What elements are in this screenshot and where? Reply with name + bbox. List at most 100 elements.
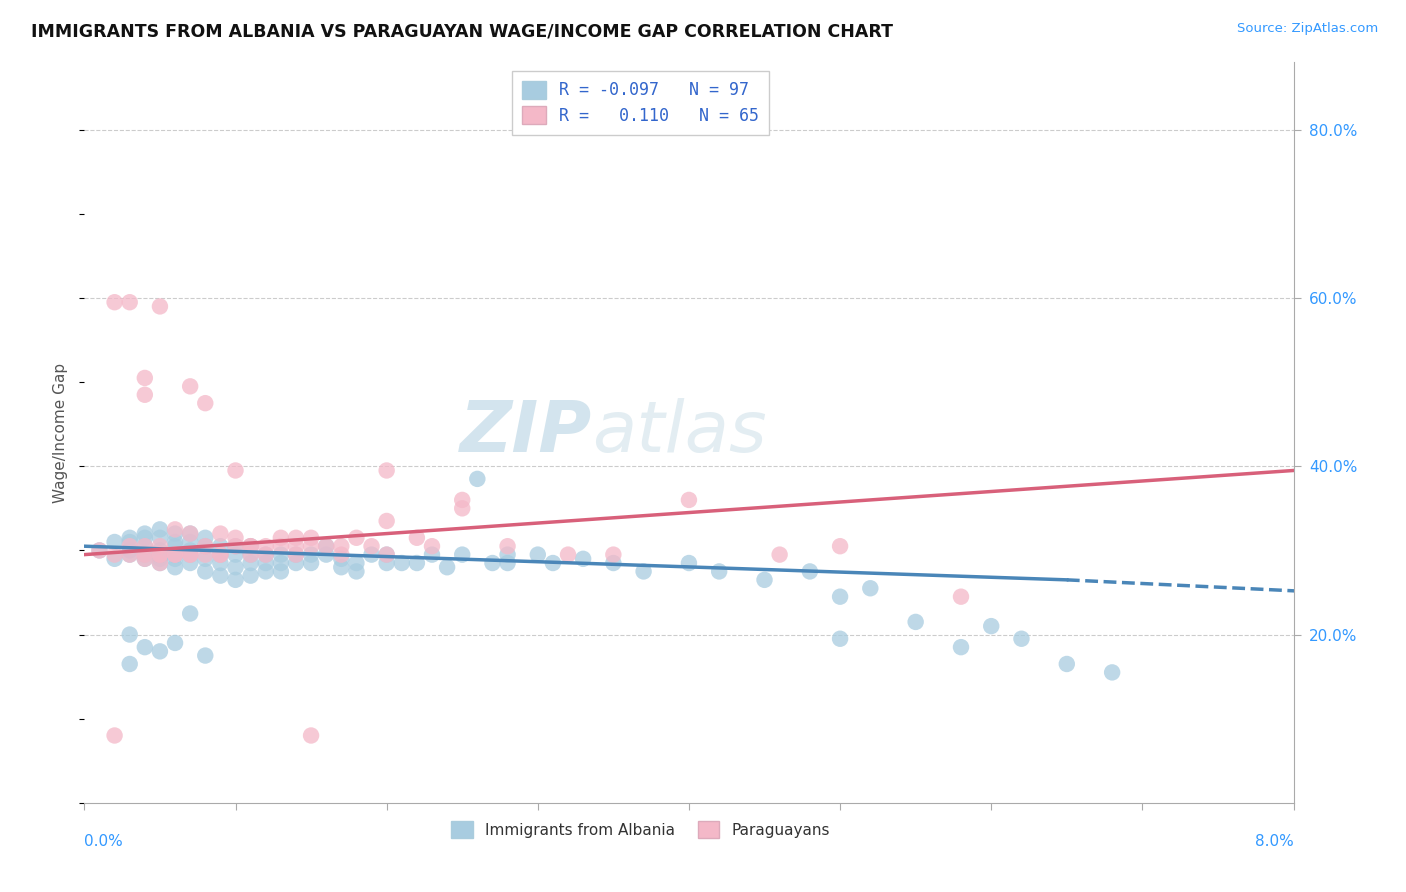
Point [375, 556, 398, 570]
Point [239, 539, 262, 553]
Point [299, 729, 322, 743]
Text: ZIP: ZIP [460, 398, 592, 467]
Point [165, 535, 187, 549]
Point [467, 472, 489, 486]
Point [239, 568, 262, 582]
Point [179, 526, 201, 541]
Point [285, 548, 308, 562]
Point [194, 548, 217, 562]
Point [209, 539, 232, 553]
Point [406, 531, 429, 545]
Point [391, 556, 413, 570]
Point [254, 548, 277, 562]
Point [769, 548, 792, 562]
Point [118, 657, 141, 671]
Point [285, 539, 308, 553]
Point [194, 648, 217, 663]
Point [149, 543, 172, 558]
Point [239, 548, 262, 562]
Point [1101, 665, 1123, 680]
Point [225, 560, 247, 574]
Point [330, 551, 353, 566]
Point [572, 551, 595, 566]
Point [118, 539, 141, 553]
Point [254, 556, 277, 570]
Point [904, 615, 927, 629]
Point [270, 531, 292, 545]
Point [346, 531, 368, 545]
Point [104, 548, 127, 562]
Text: Source: ZipAtlas.com: Source: ZipAtlas.com [1237, 22, 1378, 36]
Point [315, 539, 337, 553]
Text: 8.0%: 8.0% [1254, 834, 1294, 849]
Point [1056, 657, 1078, 671]
Point [209, 526, 232, 541]
Point [194, 396, 217, 410]
Point [209, 548, 232, 562]
Point [1011, 632, 1033, 646]
Point [830, 539, 852, 553]
Point [89, 543, 111, 558]
Point [179, 548, 201, 562]
Point [270, 556, 292, 570]
Point [315, 539, 337, 553]
Point [149, 556, 172, 570]
Point [179, 607, 201, 621]
Point [254, 565, 277, 579]
Point [678, 556, 700, 570]
Point [134, 551, 156, 566]
Point [859, 581, 882, 595]
Point [179, 548, 201, 562]
Point [134, 548, 156, 562]
Point [633, 565, 655, 579]
Point [451, 501, 474, 516]
Point [194, 531, 217, 545]
Point [179, 379, 201, 393]
Point [270, 565, 292, 579]
Point [330, 539, 353, 553]
Text: IMMIGRANTS FROM ALBANIA VS PARAGUAYAN WAGE/INCOME GAP CORRELATION CHART: IMMIGRANTS FROM ALBANIA VS PARAGUAYAN WA… [31, 22, 893, 40]
Point [149, 522, 172, 536]
Point [194, 539, 217, 553]
Point [950, 640, 973, 655]
Point [225, 463, 247, 477]
Point [118, 535, 141, 549]
Point [104, 729, 127, 743]
Point [799, 565, 821, 579]
Point [194, 539, 217, 553]
Point [149, 548, 172, 562]
Point [209, 548, 232, 562]
Point [209, 556, 232, 570]
Point [481, 556, 503, 570]
Point [299, 548, 322, 562]
Point [134, 388, 156, 402]
Point [149, 548, 172, 562]
Point [950, 590, 973, 604]
Point [239, 548, 262, 562]
Point [375, 463, 398, 477]
Point [165, 560, 187, 574]
Point [496, 539, 519, 553]
Point [89, 543, 111, 558]
Point [225, 539, 247, 553]
Text: atlas: atlas [592, 398, 766, 467]
Point [194, 565, 217, 579]
Point [165, 548, 187, 562]
Point [134, 539, 156, 553]
Point [980, 619, 1002, 633]
Point [179, 535, 201, 549]
Point [179, 548, 201, 562]
Point [165, 551, 187, 566]
Point [134, 548, 156, 562]
Point [270, 539, 292, 553]
Point [375, 514, 398, 528]
Point [830, 590, 852, 604]
Point [209, 548, 232, 562]
Point [118, 548, 141, 562]
Point [118, 548, 141, 562]
Point [134, 531, 156, 545]
Point [225, 539, 247, 553]
Point [299, 539, 322, 553]
Point [165, 539, 187, 553]
Point [165, 548, 187, 562]
